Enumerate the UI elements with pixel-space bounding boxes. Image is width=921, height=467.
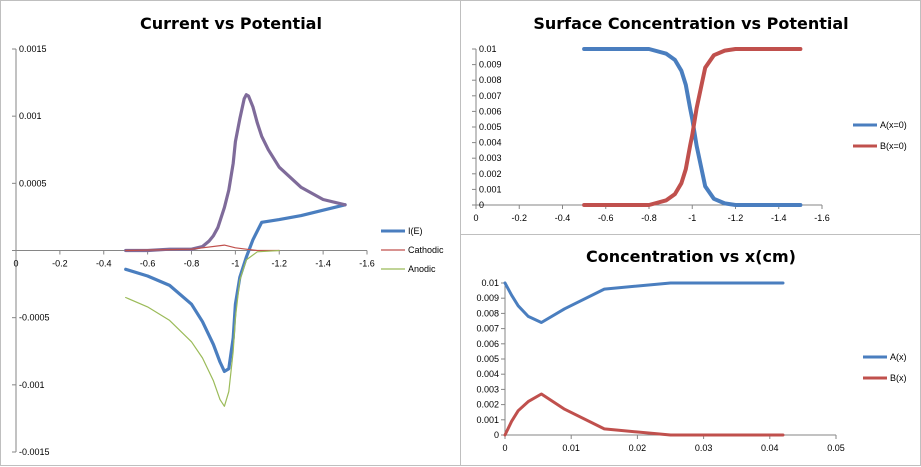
x-tick-label: 0.01 [562, 443, 580, 453]
x-tick-label: -1.2 [271, 259, 287, 269]
x-tick-label: -1.6 [359, 259, 375, 269]
x-tick-label: 0.03 [695, 443, 713, 453]
x-tick-label: -0.8 [641, 213, 657, 223]
y-tick-label: 0.001 [476, 415, 499, 425]
series-line-return-sweep [124, 93, 347, 253]
y-tick-label: -0.001 [19, 380, 45, 390]
y-tick-label: 0.01 [481, 278, 499, 288]
y-tick-label: 0 [494, 430, 499, 440]
y-tick-label: 0.0015 [19, 44, 47, 54]
chart-title: Current vs Potential [140, 14, 322, 33]
chart-title: Concentration vs x(cm) [586, 247, 796, 266]
series-line-b-x [503, 392, 785, 437]
x-tick-label: -0.6 [140, 259, 156, 269]
x-tick-label: -1.4 [771, 213, 787, 223]
x-tick-label: -0.6 [598, 213, 614, 223]
x-tick-label: 0.05 [827, 443, 845, 453]
x-tick-label: -1.6 [814, 213, 830, 223]
y-tick-label: 0.002 [479, 169, 502, 179]
y-tick-label: 0.009 [476, 293, 499, 303]
series-line-a-x [503, 281, 785, 324]
chart-panel-current-vs-potential: Current vs Potential 0 -0.2 -0.4 -0.6 -0.8 -1 -… [0, 0, 461, 466]
legend-label: B(x) [890, 373, 907, 383]
legend-label: A(x=0) [880, 120, 907, 130]
y-tick-label: 0.002 [476, 400, 499, 410]
x-tick-label: -0.2 [52, 259, 68, 269]
y-tick-label: 0.006 [479, 106, 502, 116]
chart-title: Surface Concentration vs Potential [533, 14, 848, 33]
y-tick-label: 0.006 [476, 339, 499, 349]
y-tick-label: 0.003 [476, 384, 499, 394]
y-tick-label: 0.009 [479, 60, 502, 70]
chart-concentration-vs-x: Concentration vs x(cm) 0 0.01 0.02 0.03 0.04 0… [476, 247, 907, 453]
series-line-i-e [124, 203, 347, 373]
x-tick-label: -1 [231, 259, 239, 269]
y-tick-label: 0.008 [479, 75, 502, 85]
series-line-cathodic [125, 244, 280, 252]
x-tick-label: -0.8 [184, 259, 200, 269]
x-tick-label: -1.2 [728, 213, 744, 223]
series-line-a-x-0 [582, 47, 803, 207]
legend-label: B(x=0) [880, 141, 907, 151]
y-tick-label: -0.0005 [19, 313, 50, 323]
x-tick-label: 0 [13, 259, 18, 269]
x-tick-label: -1 [688, 213, 696, 223]
series-line-b-x-0 [582, 47, 803, 207]
x-tick-label: -0.4 [96, 259, 112, 269]
y-tick-label: 0.007 [479, 91, 502, 101]
x-tick-label: -1.4 [315, 259, 331, 269]
x-tick-label: 0.02 [629, 443, 647, 453]
y-tick-label: 0.004 [479, 138, 502, 148]
x-tick-label: 0 [502, 443, 507, 453]
chart-current-vs-potential: Current vs Potential 0 -0.2 -0.4 -0.6 -0.8 -1 -… [12, 14, 444, 457]
chart-panel-concentration-vs-x: Concentration vs x(cm) 0 0.01 0.02 0.03 0.04 0… [460, 234, 921, 466]
legend-label: A(x) [890, 352, 907, 362]
legend-label: Anodic [408, 264, 436, 274]
y-tick-label: -0.0015 [19, 447, 50, 457]
x-tick-label: 0.04 [761, 443, 779, 453]
y-tick-label: 0.008 [476, 308, 499, 318]
y-tick-label: 0.005 [479, 122, 502, 132]
y-tick-label: 0.005 [476, 354, 499, 364]
y-tick-label: 0.004 [476, 369, 499, 379]
x-tick-label: -0.4 [555, 213, 571, 223]
y-tick-label: 0.01 [479, 44, 497, 54]
chart-panel-surface-concentration: Surface Concentration vs Potential 0 -0.2 -… [460, 0, 921, 235]
chart-surface-concentration: Surface Concentration vs Potential 0 -0.2 -… [472, 14, 907, 223]
y-tick-label: 0.001 [479, 184, 502, 194]
y-tick-label: 0.007 [476, 324, 499, 334]
legend-label: Cathodic [408, 245, 444, 255]
y-tick-label: 0 [479, 200, 484, 210]
legend-label: I(E) [408, 226, 423, 236]
x-tick-label: -0.2 [511, 213, 527, 223]
y-tick-label: 0.001 [19, 111, 42, 121]
y-tick-label: 0.003 [479, 153, 502, 163]
y-tick-label: 0.0005 [19, 178, 47, 188]
x-tick-label: 0 [473, 213, 478, 223]
series-line-anodic [125, 249, 280, 407]
